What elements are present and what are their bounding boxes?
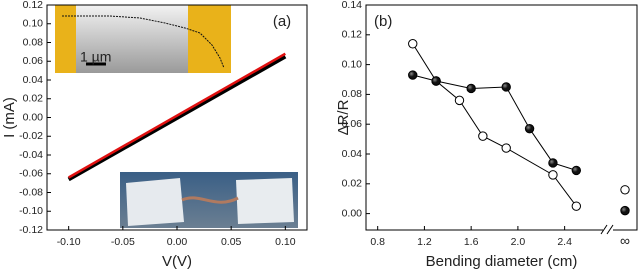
iv-line: [68, 52, 286, 179]
y-tick-label: 0.12: [23, 0, 44, 11]
y-tick-label: 0.08: [342, 88, 363, 100]
y-tick-label: 0.06: [23, 55, 44, 67]
y-tick-label: 0.08: [23, 36, 44, 48]
y-tick-label: 0.02: [342, 178, 363, 190]
x-tick-label: 1.2: [417, 236, 432, 248]
x-tick-label: ∞: [620, 233, 630, 249]
y-tick-label: 0.04: [342, 148, 363, 160]
marker: [466, 83, 476, 94]
x-tick-label: 2.4: [557, 236, 572, 248]
marker: [478, 131, 488, 141]
y-tick-label: 0.00: [342, 207, 363, 219]
y-tick-label: -0.10: [19, 205, 43, 217]
marker: [501, 82, 511, 92]
y-tick-label: -0.04: [19, 149, 43, 161]
marker: [408, 39, 418, 49]
x-tick-label: 0.10: [275, 236, 296, 248]
marker: [620, 185, 630, 195]
photo-inset: [120, 172, 298, 228]
y-tick-label: -0.08: [19, 186, 43, 198]
x-tick-label: 0.8: [370, 236, 385, 248]
y-tick-label: 0.14: [342, 0, 363, 11]
marker: [571, 165, 582, 176]
y-tick-label: -0.12: [19, 224, 43, 236]
y-tick-label: 0.10: [23, 18, 44, 30]
iv-line: [67, 54, 287, 182]
panel-label: (b): [374, 13, 392, 30]
marker: [501, 143, 511, 153]
y-tick-label: 0.12: [342, 29, 363, 41]
y-tick-label: -0.02: [19, 130, 43, 142]
marker: [571, 201, 582, 211]
x-tick-label: -0.05: [111, 236, 135, 248]
y-tick-label: 0.00: [23, 111, 44, 123]
marker: [548, 158, 558, 168]
sem-inset: 1 µm: [55, 5, 231, 73]
marker: [454, 95, 465, 106]
axis-break: [600, 224, 614, 235]
y-tick-label: 0.04: [23, 74, 44, 86]
x-tick-label: 1.6: [464, 236, 479, 248]
scale-bar-label: 1 µm: [80, 49, 111, 65]
series-line: [412, 74, 577, 171]
marker: [548, 170, 558, 180]
plot-frame: [365, 4, 638, 231]
x-tick-label: 0.05: [221, 236, 242, 248]
x-axis-label: V(V): [162, 253, 192, 270]
x-tick-label: 0.00: [167, 236, 188, 248]
y-tick-label: -0.06: [19, 168, 43, 180]
x-axis-label: Bending diameter (cm): [426, 253, 578, 270]
marker: [408, 70, 418, 80]
y-axis-label: I (mA): [1, 97, 18, 138]
marker: [524, 123, 535, 134]
panel-label: (a): [273, 13, 291, 30]
x-tick-label: 2.0: [511, 236, 526, 248]
y-axis-label: ΔR/R: [335, 99, 352, 135]
y-tick-label: 0.06: [342, 118, 363, 130]
y-tick-label: 0.10: [342, 58, 363, 70]
marker: [431, 76, 441, 86]
x-tick-label: -0.10: [57, 236, 81, 248]
series-line: [412, 43, 577, 207]
y-tick-label: 0.02: [23, 93, 44, 105]
marker: [620, 205, 630, 216]
